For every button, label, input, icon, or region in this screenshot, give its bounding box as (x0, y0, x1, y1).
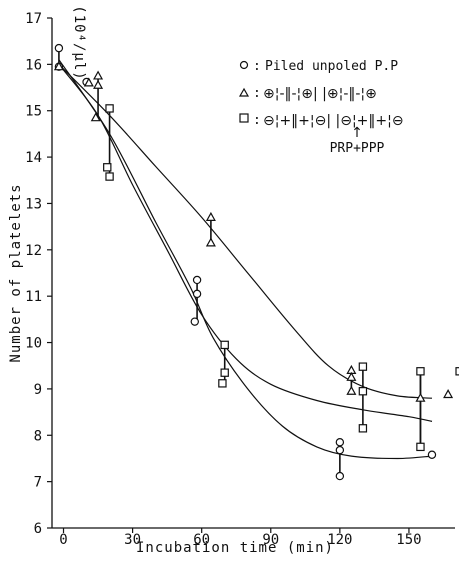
legend: : Piled unpoled P.P : ⊕¦-‖-¦⊕| |⊕¦-‖-¦⊕ … (240, 59, 404, 156)
circle-point (336, 439, 343, 446)
legend-square-marker (240, 114, 248, 122)
y-tick-label: 15 (25, 104, 42, 120)
triangle-point (207, 239, 215, 246)
legend-annotation: PRP+PPP (330, 141, 385, 156)
y-tick-label: 7 (34, 475, 42, 491)
legend-colon-3: : (253, 113, 261, 128)
square-point (219, 380, 226, 387)
triangle-point (94, 72, 102, 79)
y-axis-unit: (10⁴/µl) (71, 5, 87, 80)
y-tick-label: 9 (34, 382, 42, 398)
square-point (106, 173, 113, 180)
y-tick-label: 11 (25, 289, 42, 305)
legend-triangle-marker (240, 89, 248, 96)
legend-circle-marker (241, 62, 248, 69)
y-axis-label: Number of platelets (8, 183, 24, 362)
x-tick-label: 150 (396, 532, 421, 548)
y-tick-label: 14 (25, 150, 42, 166)
y-tick-label: 16 (25, 57, 42, 73)
legend-row-1-text: Piled unpoled P.P (265, 59, 398, 74)
square-point (221, 369, 228, 376)
legend-row-2-pattern: ⊕¦-‖-¦⊕| |⊕¦-‖-¦⊕ (263, 86, 377, 102)
triangle-point (347, 387, 355, 394)
data-markers (55, 45, 459, 480)
y-tick-label: 17 (25, 11, 42, 27)
legend-annotation-arrow: ↑ (351, 125, 363, 141)
legend-colon-1: : (253, 59, 261, 74)
triangle-point (444, 390, 452, 397)
triangle-point (347, 373, 355, 380)
triangle-point (207, 213, 215, 220)
y-tick-label: 12 (25, 243, 42, 259)
circle-point (191, 318, 198, 325)
circle-point (336, 472, 343, 479)
triangle-point (94, 81, 102, 88)
y-tick-label: 13 (25, 196, 42, 212)
circle-point (193, 290, 200, 297)
square-point (221, 341, 228, 348)
circle-point (428, 451, 435, 458)
y-axis-label-group: Number of platelets (8, 183, 24, 362)
square-point (417, 368, 424, 375)
square-point (106, 105, 113, 112)
square-point (417, 443, 424, 450)
circle-point (193, 276, 200, 283)
y-tick-label: 10 (25, 336, 42, 352)
y-unit-label-group: (10⁴/µl) (71, 5, 87, 80)
circle-point (336, 447, 343, 454)
x-axis-label: Incubation time (min) (136, 540, 334, 556)
y-tick-label: 8 (34, 428, 42, 444)
circle-point (55, 45, 62, 52)
y-tick-label: 6 (34, 521, 42, 537)
legend-row-3-pattern: ⊖¦+‖+¦⊖| |⊖¦+‖+¦⊖ (263, 113, 404, 129)
square-point (359, 363, 366, 370)
x-tick-label: 0 (59, 532, 67, 548)
square-point (104, 164, 111, 171)
legend-colon-2: : (253, 86, 261, 101)
square-point (359, 425, 366, 432)
square-point (359, 388, 366, 395)
